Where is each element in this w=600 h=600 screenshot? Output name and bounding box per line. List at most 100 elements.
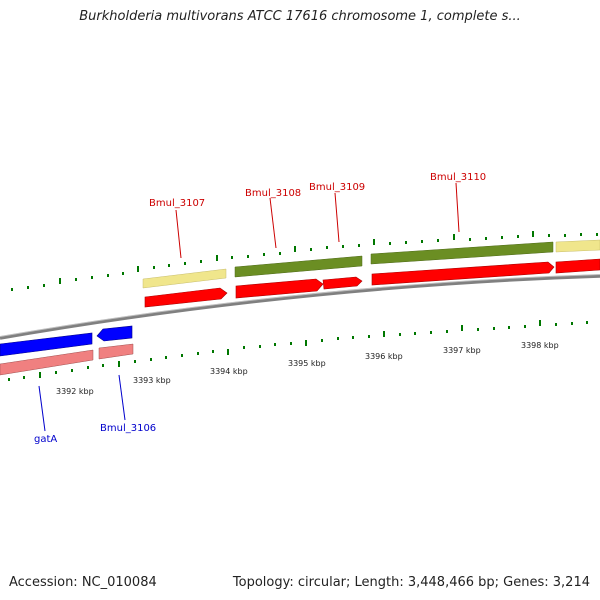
gene-bar-bmul-3110[interactable] — [370, 241, 554, 265]
reverse-gene-track — [0, 343, 134, 376]
lower-minor-tick — [212, 350, 214, 353]
gene-label-gatA[interactable]: gatA — [34, 434, 57, 445]
lower-minor-tick — [197, 352, 199, 355]
lower-minor-tick — [337, 337, 339, 340]
cds-arrow-gatA[interactable] — [0, 332, 93, 357]
lower-minor-tick — [493, 327, 495, 330]
upper-major-tick — [137, 266, 139, 272]
upper-minor-tick — [342, 245, 344, 248]
lower-minor-tick — [321, 339, 323, 342]
cds-arrow-next[interactable] — [555, 258, 600, 274]
upper-minor-tick — [184, 262, 186, 265]
gene-bar-bmul-3107[interactable] — [142, 268, 227, 289]
forward-gene-track — [142, 239, 600, 289]
lower-minor-tick — [524, 325, 526, 328]
upper-minor-tick — [43, 284, 45, 287]
lower-minor-tick — [102, 364, 104, 367]
lower-minor-tick — [586, 321, 588, 324]
upper-minor-tick — [517, 235, 519, 238]
lower-minor-tick — [8, 378, 10, 381]
upper-minor-tick — [485, 237, 487, 240]
upper-minor-tick — [75, 278, 77, 281]
lower-minor-tick — [430, 331, 432, 334]
upper-minor-tick — [107, 274, 109, 277]
upper-major-tick — [59, 278, 61, 284]
gene-label-bmul-3107[interactable]: Bmul_3107 — [149, 198, 205, 209]
lower-minor-tick — [508, 326, 510, 329]
upper-minor-tick — [11, 288, 13, 291]
cds-arrow-bmul-3110[interactable] — [371, 261, 555, 286]
tick-label-3398: 3398 kbp — [521, 341, 559, 350]
lower-minor-tick — [274, 343, 276, 346]
map-title: Burkholderia multivorans ATCC 17616 chro… — [79, 9, 521, 24]
upper-minor-tick — [27, 286, 29, 289]
leader-line-bmul-3109 — [334, 192, 340, 243]
lower-minor-tick — [352, 336, 354, 339]
cds-arrow-bmul-3108[interactable] — [235, 278, 324, 299]
cds-arrow-bmul-3109[interactable] — [322, 276, 363, 290]
upper-minor-tick — [263, 253, 265, 256]
upper-minor-tick — [358, 244, 360, 247]
lower-minor-tick — [555, 323, 557, 326]
lower-minor-tick — [477, 328, 479, 331]
lower-major-tick — [39, 372, 41, 378]
upper-minor-tick — [310, 248, 312, 251]
gene-label-bmul-3109[interactable]: Bmul_3109 — [309, 182, 365, 193]
lower-minor-tick — [259, 345, 261, 348]
upper-minor-tick — [501, 236, 503, 239]
lower-major-tick — [539, 320, 541, 326]
leader-line-bmul-3106 — [118, 374, 126, 421]
upper-minor-tick — [279, 252, 281, 255]
tick-label-3396: 3396 kbp — [365, 352, 403, 361]
lower-minor-tick — [23, 376, 25, 379]
gene-label-bmul-3108[interactable]: Bmul_3108 — [245, 188, 301, 199]
forward-cds-track — [144, 258, 600, 308]
gene-bar-bmul-3108-3109[interactable] — [234, 255, 363, 278]
lower-minor-tick — [290, 342, 292, 345]
upper-major-tick — [294, 246, 296, 252]
forward-gene-labels: Bmul_3107 Bmul_3108 Bmul_3109 Bmul_3110 — [149, 172, 486, 259]
upper-minor-tick — [91, 276, 93, 279]
cds-arrow-bmul-3106[interactable] — [96, 325, 133, 342]
upper-minor-tick — [389, 242, 391, 245]
lower-minor-tick — [414, 332, 416, 335]
leader-line-gatA — [38, 385, 46, 432]
upper-minor-tick — [437, 239, 439, 242]
leader-line-bmul-3110 — [455, 182, 460, 233]
upper-minor-tick — [231, 256, 233, 259]
gene-bar-gatA[interactable] — [0, 349, 94, 376]
lower-major-tick — [383, 331, 385, 337]
upper-minor-tick — [596, 233, 598, 236]
upper-minor-tick — [153, 266, 155, 269]
tick-label-3397: 3397 kbp — [443, 346, 481, 355]
lower-minor-tick — [150, 358, 152, 361]
tick-label-3392: 3392 kbp — [56, 387, 94, 396]
gene-bar-bmul-3106[interactable] — [98, 343, 134, 360]
lower-minor-tick — [55, 371, 57, 374]
tick-label-3393: 3393 kbp — [133, 376, 171, 385]
lower-minor-tick — [181, 354, 183, 357]
lower-minor-tick — [165, 356, 167, 359]
cds-arrow-bmul-3107[interactable] — [144, 287, 228, 308]
upper-minor-tick — [405, 241, 407, 244]
gene-label-bmul-3110[interactable]: Bmul_3110 — [430, 172, 486, 183]
upper-tick-ring — [11, 231, 598, 291]
upper-minor-tick — [200, 260, 202, 263]
lower-major-tick — [227, 349, 229, 355]
upper-minor-tick — [580, 233, 582, 236]
gene-label-bmul-3106[interactable]: Bmul_3106 — [100, 423, 156, 434]
tick-label-3395: 3395 kbp — [288, 359, 326, 368]
gene-bar-next[interactable] — [555, 239, 600, 253]
backbone-arc-highlight — [0, 274, 600, 337]
leader-line-bmul-3107 — [175, 209, 182, 259]
lower-minor-tick — [446, 330, 448, 333]
leader-line-bmul-3108 — [269, 197, 277, 249]
lower-minor-tick — [243, 346, 245, 349]
upper-minor-tick — [122, 272, 124, 275]
reverse-gene-labels: gatA Bmul_3106 — [34, 374, 156, 445]
lower-minor-tick — [134, 360, 136, 363]
lower-minor-tick — [71, 369, 73, 372]
lower-tick-ring — [8, 320, 588, 381]
upper-minor-tick — [469, 238, 471, 241]
upper-minor-tick — [421, 240, 423, 243]
